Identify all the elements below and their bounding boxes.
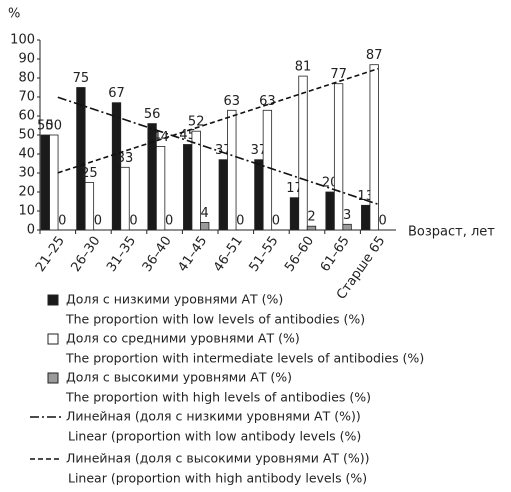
bar (120, 166, 130, 231)
value-label: 0 (236, 214, 244, 229)
x-axis-label: Возраст, лет (408, 225, 495, 240)
x-tick-label: 21–25 (33, 234, 68, 275)
x-tick-label: 46–51 (211, 234, 246, 275)
y-tick-label: 40 (18, 147, 35, 162)
y-tick-label: 70 (18, 90, 35, 105)
value-label: 81 (295, 60, 312, 75)
legend-label: Линейная (доля с низкими уровнями АТ (%)… (66, 409, 361, 424)
trend-line (57, 96, 379, 206)
x-tick-label: 56–60 (282, 234, 317, 275)
legend-swatch (47, 294, 59, 306)
legend-swatch (47, 372, 59, 384)
y-tick-label: 10 (18, 204, 35, 219)
bar (227, 109, 237, 231)
value-label: 87 (366, 48, 383, 63)
y-tick-label: 50 (18, 128, 35, 143)
value-label: 33 (117, 151, 134, 166)
y-tick-label: 100 (10, 33, 35, 48)
trend-line (57, 67, 379, 174)
legend-label: Linear (proportion with low antibody lev… (68, 429, 361, 444)
bar (254, 159, 264, 231)
value-label: 44 (152, 130, 169, 145)
value-label: 0 (129, 214, 137, 229)
y-axis-label: % (8, 7, 20, 22)
bar (200, 221, 210, 231)
bar (49, 134, 59, 231)
bar (40, 134, 50, 231)
x-tick-label: 31–35 (104, 234, 139, 275)
bar (76, 87, 86, 231)
value-label: 56 (144, 107, 161, 122)
bar (155, 145, 166, 231)
x-tick-label: 26–30 (69, 234, 104, 275)
y-tick-label: 30 (18, 166, 35, 181)
bar (111, 102, 122, 231)
y-tick-label: 20 (18, 185, 35, 200)
x-tick-label: 61–65 (318, 234, 353, 275)
legend-label: The proportion with low levels of antibo… (65, 312, 365, 327)
value-label: 0 (58, 214, 66, 229)
value-label: 4 (201, 206, 209, 221)
value-label: 63 (259, 94, 276, 109)
value-label: 0 (379, 214, 387, 229)
bar (298, 75, 308, 231)
value-label: 67 (108, 86, 125, 101)
legend-label: Доля с низкими уровнями АТ (%) (66, 292, 283, 307)
legend-label: Линейная (доля с высокими уровнями АТ (%… (66, 451, 370, 466)
legend-label: The proportion with high levels of antib… (65, 390, 371, 405)
value-label: 52 (188, 115, 205, 130)
value-label: 63 (224, 94, 241, 109)
y-tick-label: 0 (27, 223, 35, 238)
bar (369, 64, 379, 231)
bar (84, 182, 95, 231)
legend-label: Доля с высокими уровнями АТ (%) (66, 370, 292, 385)
value-label: 75 (73, 71, 90, 86)
value-label: 0 (165, 214, 173, 229)
legend-swatch (47, 333, 59, 345)
value-label: 2 (307, 210, 315, 225)
x-tick-label: 41–45 (175, 234, 210, 275)
value-label: 3 (343, 208, 351, 223)
legend-label: Доля со средними уровнями АТ (%) (66, 331, 300, 346)
value-label: 0 (272, 214, 280, 229)
value-label: 0 (94, 214, 102, 229)
y-tick-label: 90 (18, 52, 35, 67)
y-tick-label: 60 (18, 109, 35, 124)
legend-label: The proportion with intermediate levels … (65, 351, 424, 366)
value-label: 50 (46, 119, 63, 134)
value-label: 50 (37, 119, 54, 134)
bar (306, 225, 317, 231)
value-label: 77 (330, 67, 347, 82)
bar (325, 191, 335, 231)
value-label: 25 (81, 166, 98, 181)
x-tick-label: 51–55 (247, 234, 282, 275)
bar (333, 83, 344, 231)
bar (183, 144, 193, 231)
legend-label: Linear (proportion with high antibody le… (68, 471, 367, 486)
bar (342, 223, 352, 231)
x-tick-label: 36–40 (140, 234, 175, 275)
bar (191, 130, 201, 231)
y-tick-label: 80 (18, 71, 35, 86)
bar (361, 204, 371, 231)
bar (218, 159, 228, 231)
bar (289, 197, 300, 231)
bar (262, 109, 273, 231)
